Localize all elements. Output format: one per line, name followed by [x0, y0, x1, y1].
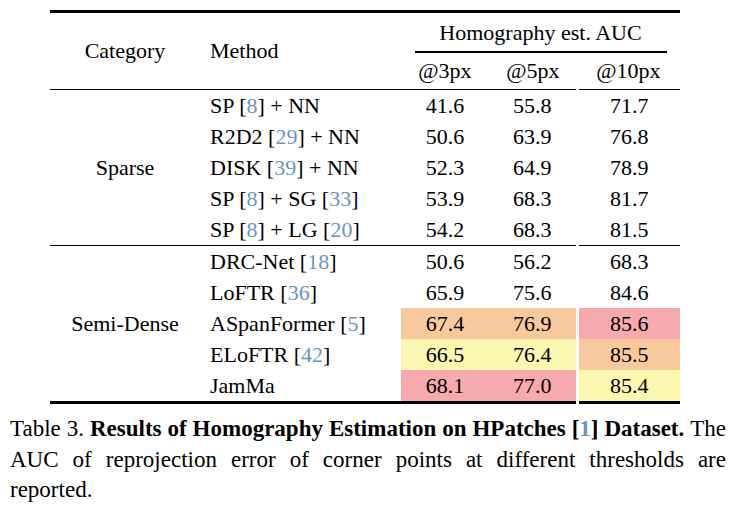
- citation-link[interactable]: 39: [274, 155, 296, 180]
- citation-link[interactable]: 5: [347, 311, 358, 336]
- value-cell: 85.5: [577, 339, 680, 370]
- method-cell: SP [8] + SG [33]: [200, 183, 401, 214]
- method-cell: DISK [39] + NN: [200, 152, 401, 183]
- value-cell: 76.8: [577, 121, 680, 152]
- value-cell: 56.2: [489, 246, 577, 278]
- caption-bold-title: Results of Homography Estimation on HPat…: [90, 416, 690, 441]
- citation-link[interactable]: 1: [579, 416, 591, 441]
- value-cell: 68.3: [489, 214, 577, 246]
- value-cell: 68.1: [401, 370, 489, 403]
- header-threshold-10px: @10px: [577, 53, 680, 90]
- table-row: Semi-DenseDRC-Net [18]50.656.268.3: [50, 246, 680, 278]
- citation-link[interactable]: 8: [246, 217, 257, 242]
- value-cell: 55.8: [489, 90, 577, 122]
- value-cell: 68.3: [577, 246, 680, 278]
- value-cell: 66.5: [401, 339, 489, 370]
- citation-link[interactable]: 20: [330, 217, 352, 242]
- header-threshold-3px: @3px: [401, 53, 489, 90]
- value-cell: 76.4: [489, 339, 577, 370]
- citation-link[interactable]: 42: [301, 342, 323, 367]
- value-cell: 84.6: [577, 277, 680, 308]
- citation-link[interactable]: 8: [246, 93, 257, 118]
- citation-link[interactable]: 18: [307, 249, 329, 274]
- table-row: SparseSP [8] + NN41.655.871.7: [50, 90, 680, 122]
- header-method: Method: [200, 12, 401, 90]
- value-cell: 64.9: [489, 152, 577, 183]
- value-cell: 85.4: [577, 370, 680, 403]
- method-cell: ASpanFormer [5]: [200, 308, 401, 339]
- header-category: Category: [50, 12, 200, 90]
- value-cell: 81.5: [577, 214, 680, 246]
- homography-results-table: Category Method Homography est. AUC @3px…: [50, 10, 680, 404]
- header-threshold-5px: @5px: [489, 53, 577, 90]
- value-cell: 54.2: [401, 214, 489, 246]
- citation-link[interactable]: 29: [275, 124, 297, 149]
- category-cell: Sparse: [50, 90, 200, 246]
- value-cell: 68.3: [489, 183, 577, 214]
- value-cell: 50.6: [401, 121, 489, 152]
- method-cell: JamMa: [200, 370, 401, 403]
- value-cell: 78.9: [577, 152, 680, 183]
- header-auc-span: Homography est. AUC: [401, 12, 680, 53]
- caption-label: Table 3.: [10, 416, 84, 441]
- value-cell: 63.9: [489, 121, 577, 152]
- value-cell: 65.9: [401, 277, 489, 308]
- table-caption: Table 3.Results of Homography Estimation…: [10, 414, 726, 506]
- value-cell: 41.6: [401, 90, 489, 122]
- category-cell: Semi-Dense: [50, 246, 200, 403]
- paper-page: Category Method Homography est. AUC @3px…: [0, 0, 736, 517]
- value-cell: 76.9: [489, 308, 577, 339]
- table-group: SparseSP [8] + NN41.655.871.7 R2D2 [29] +…: [50, 90, 680, 246]
- table-header: Category Method Homography est. AUC @3px…: [50, 12, 680, 90]
- method-cell: LoFTR [36]: [200, 277, 401, 308]
- value-cell: 81.7: [577, 183, 680, 214]
- method-cell: SP [8] + LG [20]: [200, 214, 401, 246]
- method-cell: ELoFTR [42]: [200, 339, 401, 370]
- method-cell: R2D2 [29] + NN: [200, 121, 401, 152]
- citation-link[interactable]: 36: [288, 280, 310, 305]
- value-cell: 50.6: [401, 246, 489, 278]
- method-cell: DRC-Net [18]: [200, 246, 401, 278]
- citation-link[interactable]: 8: [246, 186, 257, 211]
- value-cell: 71.7: [577, 90, 680, 122]
- value-cell: 52.3: [401, 152, 489, 183]
- value-cell: 77.0: [489, 370, 577, 403]
- value-cell: 75.6: [489, 277, 577, 308]
- table-group: Semi-DenseDRC-Net [18]50.656.268.3LoFTR …: [50, 246, 680, 403]
- method-cell: SP [8] + NN: [200, 90, 401, 122]
- value-cell: 85.6: [577, 308, 680, 339]
- value-cell: 67.4: [401, 308, 489, 339]
- value-cell: 53.9: [401, 183, 489, 214]
- citation-link[interactable]: 33: [329, 186, 351, 211]
- header-auc-label: Homography est. AUC: [401, 13, 680, 51]
